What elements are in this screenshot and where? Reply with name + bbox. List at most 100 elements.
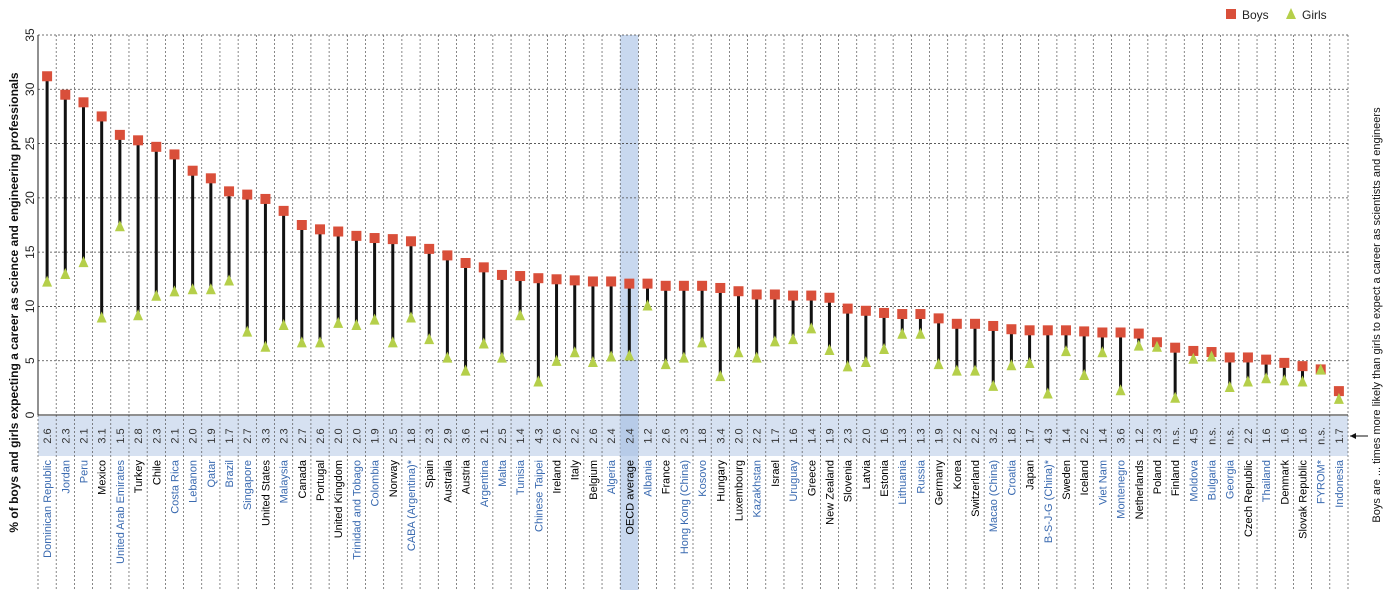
legend: Boys Girls xyxy=(1226,8,1327,22)
boys-point xyxy=(642,278,653,289)
girls-point xyxy=(1333,392,1344,404)
ratio-label: 1.6 xyxy=(1279,428,1291,443)
ratio-label: 1.8 xyxy=(1006,428,1018,443)
girls-point xyxy=(897,327,908,339)
girls-point xyxy=(169,285,180,297)
girls-point xyxy=(1079,369,1090,380)
grid xyxy=(37,34,1349,590)
ratio-label: 2.0 xyxy=(733,428,745,443)
category-label: Italy xyxy=(570,460,582,481)
ratio-label: 1.7 xyxy=(770,428,782,443)
boys-point xyxy=(678,280,689,291)
boys-point xyxy=(806,290,817,301)
boys-point xyxy=(1170,342,1181,353)
category-label: Lithuania xyxy=(897,459,909,505)
ratio-label: 2.3 xyxy=(843,428,855,443)
girls-point xyxy=(678,351,689,363)
category-label: France xyxy=(661,460,673,494)
ratio-label: 2.3 xyxy=(60,428,72,443)
boys-point xyxy=(897,309,908,320)
y-tick-label: 0 xyxy=(23,411,37,418)
category-label: Portugal xyxy=(315,460,327,501)
girls-point xyxy=(496,351,507,363)
ratio-label: 2.0 xyxy=(351,428,363,443)
category-label: Finland xyxy=(1170,460,1182,496)
boys-point xyxy=(933,313,944,324)
boys-point xyxy=(1097,327,1108,338)
ratio-label: 1.4 xyxy=(1061,428,1073,443)
boys-point xyxy=(496,269,507,280)
category-label: Korea xyxy=(952,459,964,489)
girls-point xyxy=(151,289,162,301)
girls-point xyxy=(42,275,53,287)
ratio-label: 2.4 xyxy=(606,428,618,443)
boys-point xyxy=(205,173,216,184)
girls-point xyxy=(114,220,125,232)
category-label: Mexico xyxy=(97,460,109,495)
category-label: Albania xyxy=(643,459,655,497)
girls-point xyxy=(296,336,307,348)
category-label: Qatar xyxy=(206,460,218,488)
boys-point xyxy=(42,71,53,82)
girls-point xyxy=(697,336,708,348)
boys-point xyxy=(133,135,144,146)
girls-point xyxy=(442,351,453,363)
girls-point xyxy=(660,358,671,370)
ratio-label: 1.2 xyxy=(1134,428,1146,443)
boys-point xyxy=(1188,345,1199,356)
girls-point xyxy=(624,349,635,361)
boys-point xyxy=(478,262,489,273)
boys-point xyxy=(551,274,562,285)
ratio-label: 1.8 xyxy=(406,428,418,443)
girls-point xyxy=(260,340,271,352)
boys-point xyxy=(587,276,598,287)
girls-point xyxy=(278,319,289,331)
boys-point xyxy=(769,289,780,300)
boys-point xyxy=(1042,325,1053,336)
category-label: Croatia xyxy=(1006,459,1018,495)
ratio-label: 2.6 xyxy=(552,428,564,443)
category-label: New Zealand xyxy=(824,460,836,525)
girls-point xyxy=(842,360,853,372)
category-label: Costa Rica xyxy=(169,459,181,514)
ratio-arrow xyxy=(1350,433,1368,439)
ratio-label: 1.4 xyxy=(1097,428,1109,443)
girls-point xyxy=(460,364,471,376)
ratio-label: 2.2 xyxy=(1079,428,1091,443)
ratio-label: 1.6 xyxy=(1298,428,1310,443)
boys-point xyxy=(224,186,235,197)
arrow-head xyxy=(1350,433,1356,439)
ratio-label: n.s. xyxy=(1316,427,1328,445)
boys-point xyxy=(278,205,289,216)
boys-point xyxy=(114,129,125,140)
category-label: Luxembourg xyxy=(733,460,745,521)
legend-boys-label: Boys xyxy=(1242,8,1269,22)
girls-point xyxy=(788,333,799,345)
girls-point xyxy=(1170,391,1181,403)
ratio-label: 2.3 xyxy=(279,428,291,443)
ratio-label: 3.3 xyxy=(260,428,272,443)
girls-point xyxy=(1224,380,1235,392)
girls-point xyxy=(351,319,362,331)
girls-point xyxy=(60,268,71,280)
girls-point xyxy=(769,335,780,347)
ratio-label: 2.6 xyxy=(588,428,600,443)
ratio-label: 2.1 xyxy=(169,428,181,443)
girls-point xyxy=(933,358,944,370)
girls-point xyxy=(1042,387,1053,399)
ratio-label: 1.9 xyxy=(934,428,946,443)
girls-point xyxy=(733,346,744,358)
girls-point xyxy=(1242,375,1253,387)
y-axis-label: % of boys and girls expecting a career a… xyxy=(7,72,21,532)
boys-point xyxy=(715,282,726,293)
boys-point xyxy=(1060,325,1071,336)
girls-point xyxy=(715,370,726,382)
boys-point xyxy=(187,165,198,176)
girls-point xyxy=(751,351,762,363)
category-label: United Arab Emirates xyxy=(115,460,127,564)
category-label: Thailand xyxy=(1261,460,1273,502)
boys-point xyxy=(606,276,617,287)
girls-point xyxy=(242,325,253,337)
boys-point xyxy=(569,275,580,286)
